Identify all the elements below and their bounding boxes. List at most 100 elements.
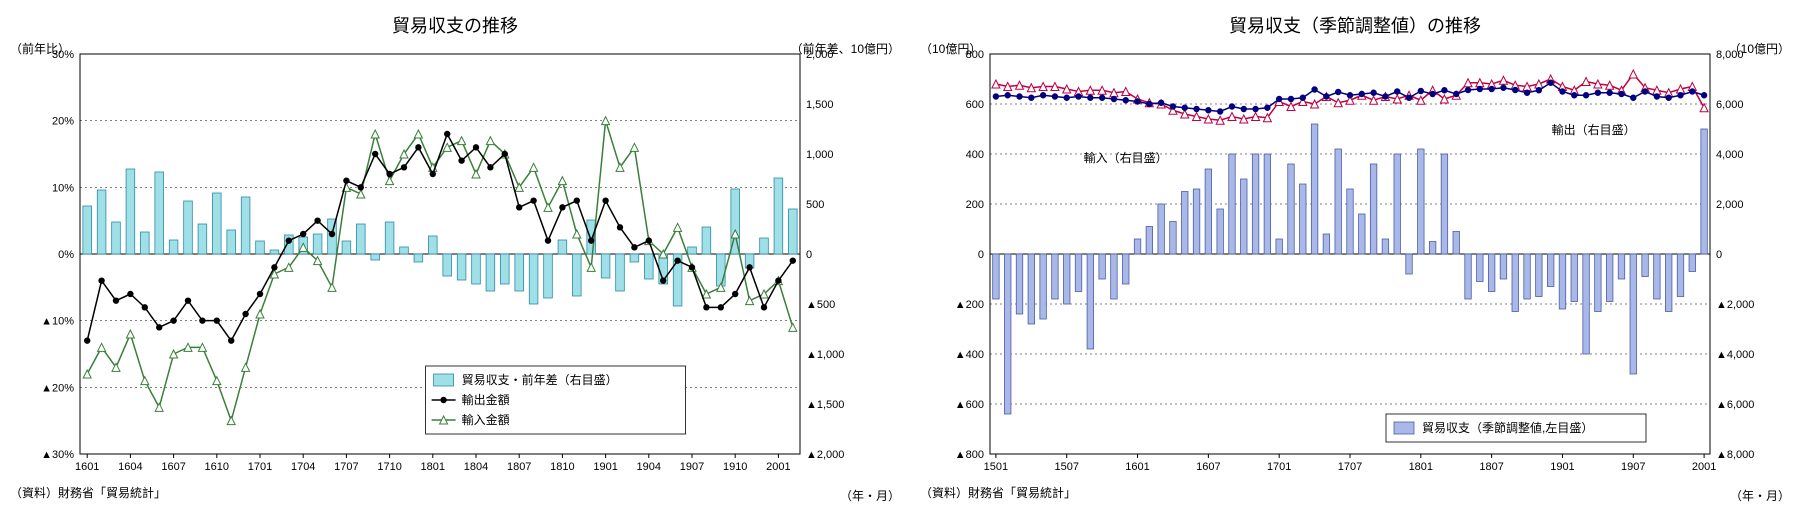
bar [1370, 164, 1376, 254]
marker-circle [1524, 90, 1530, 96]
bar [486, 254, 495, 291]
svg-text:1901: 1901 [1550, 461, 1574, 473]
bar [1158, 204, 1164, 254]
marker-circle [286, 237, 292, 243]
marker-circle [1028, 95, 1034, 101]
marker-circle [761, 304, 767, 310]
svg-text:1807: 1807 [1479, 461, 1503, 473]
bar [198, 224, 207, 254]
bar [702, 227, 711, 254]
bar [1146, 227, 1152, 255]
marker-circle [1311, 86, 1317, 92]
bar [472, 254, 481, 284]
svg-text:輸入（右目盛）: 輸入（右目盛） [1084, 150, 1168, 165]
bar [1004, 254, 1010, 414]
marker-circle [458, 157, 464, 163]
svg-text:輸入金額: 輸入金額 [462, 412, 510, 427]
svg-text:2,000: 2,000 [1716, 199, 1744, 211]
chart1-x-unit: （年・月） [840, 487, 900, 504]
bar [601, 254, 610, 278]
marker-circle [1677, 92, 1683, 98]
svg-text:▲200: ▲200 [955, 299, 984, 311]
marker-circle [1252, 106, 1258, 112]
bar [227, 230, 236, 254]
svg-text:1507: 1507 [1054, 461, 1078, 473]
bar [356, 224, 365, 254]
chart2-x-unit: （年・月） [1730, 487, 1790, 504]
bar [1465, 254, 1471, 299]
svg-text:0: 0 [806, 249, 812, 261]
marker-triangle [386, 177, 394, 185]
marker-circle [1288, 96, 1294, 102]
svg-text:1601: 1601 [1125, 461, 1149, 473]
bar [1170, 222, 1176, 255]
marker-triangle [544, 203, 552, 211]
series-line [87, 134, 793, 341]
bar [1595, 254, 1601, 312]
marker-circle [1099, 95, 1105, 101]
marker-circle [1654, 93, 1660, 99]
bar [1323, 234, 1329, 254]
marker-circle [127, 291, 133, 297]
svg-text:▲600: ▲600 [955, 399, 984, 411]
bar [457, 254, 466, 280]
marker-triangle [242, 363, 250, 371]
chart2-left-unit: （10億円） [920, 40, 981, 57]
marker-triangle [1287, 103, 1295, 111]
chart2-title: 貿易収支（季節調整値）の推移 [920, 10, 1790, 44]
marker-circle [1146, 101, 1152, 107]
marker-triangle [1370, 96, 1378, 104]
bar [529, 254, 538, 304]
marker-triangle [458, 137, 466, 145]
marker-circle [1477, 86, 1483, 92]
bar [1701, 129, 1707, 254]
svg-text:6,000: 6,000 [1716, 99, 1744, 111]
marker-circle [199, 317, 205, 323]
marker-triangle [630, 143, 638, 151]
marker-triangle [530, 163, 538, 171]
bar [1134, 239, 1140, 254]
svg-text:1607: 1607 [1196, 461, 1220, 473]
legend-swatch-bar [434, 374, 454, 386]
marker-circle [1229, 103, 1235, 109]
marker-circle [372, 151, 378, 157]
bar [572, 254, 581, 296]
svg-text:1610: 1610 [205, 461, 229, 473]
marker-circle [660, 277, 666, 283]
bar [1524, 254, 1530, 299]
marker-circle [1665, 95, 1671, 101]
bar [1677, 254, 1683, 297]
bar [1300, 184, 1306, 254]
bar [1512, 254, 1518, 312]
bar [1252, 154, 1258, 254]
marker-circle [1205, 107, 1211, 113]
marker-triangle [472, 170, 480, 178]
marker-triangle [141, 377, 149, 385]
bar [1063, 254, 1069, 304]
svg-text:1701: 1701 [1267, 461, 1291, 473]
marker-circle [1241, 106, 1247, 112]
svg-text:1901: 1901 [593, 461, 617, 473]
marker-triangle [702, 290, 710, 298]
marker-circle [314, 217, 320, 223]
bar [83, 206, 92, 254]
svg-text:1910: 1910 [723, 461, 747, 473]
marker-triangle [573, 230, 581, 238]
chart1-title: 貿易収支の推移 [10, 10, 900, 44]
marker-triangle [746, 297, 754, 305]
marker-circle [502, 151, 508, 157]
marker-circle [1394, 88, 1400, 94]
marker-triangle [789, 323, 797, 331]
marker-circle [993, 93, 999, 99]
marker-circle [1701, 92, 1707, 98]
marker-circle [530, 197, 536, 203]
marker-circle [516, 204, 522, 210]
marker-circle [602, 197, 608, 203]
bar [760, 238, 769, 254]
marker-circle [1441, 87, 1447, 93]
bar [1016, 254, 1022, 314]
marker-circle [1595, 90, 1601, 96]
svg-text:2001: 2001 [1692, 461, 1716, 473]
svg-text:▲2,000: ▲2,000 [806, 449, 844, 461]
svg-text:1601: 1601 [75, 461, 99, 473]
